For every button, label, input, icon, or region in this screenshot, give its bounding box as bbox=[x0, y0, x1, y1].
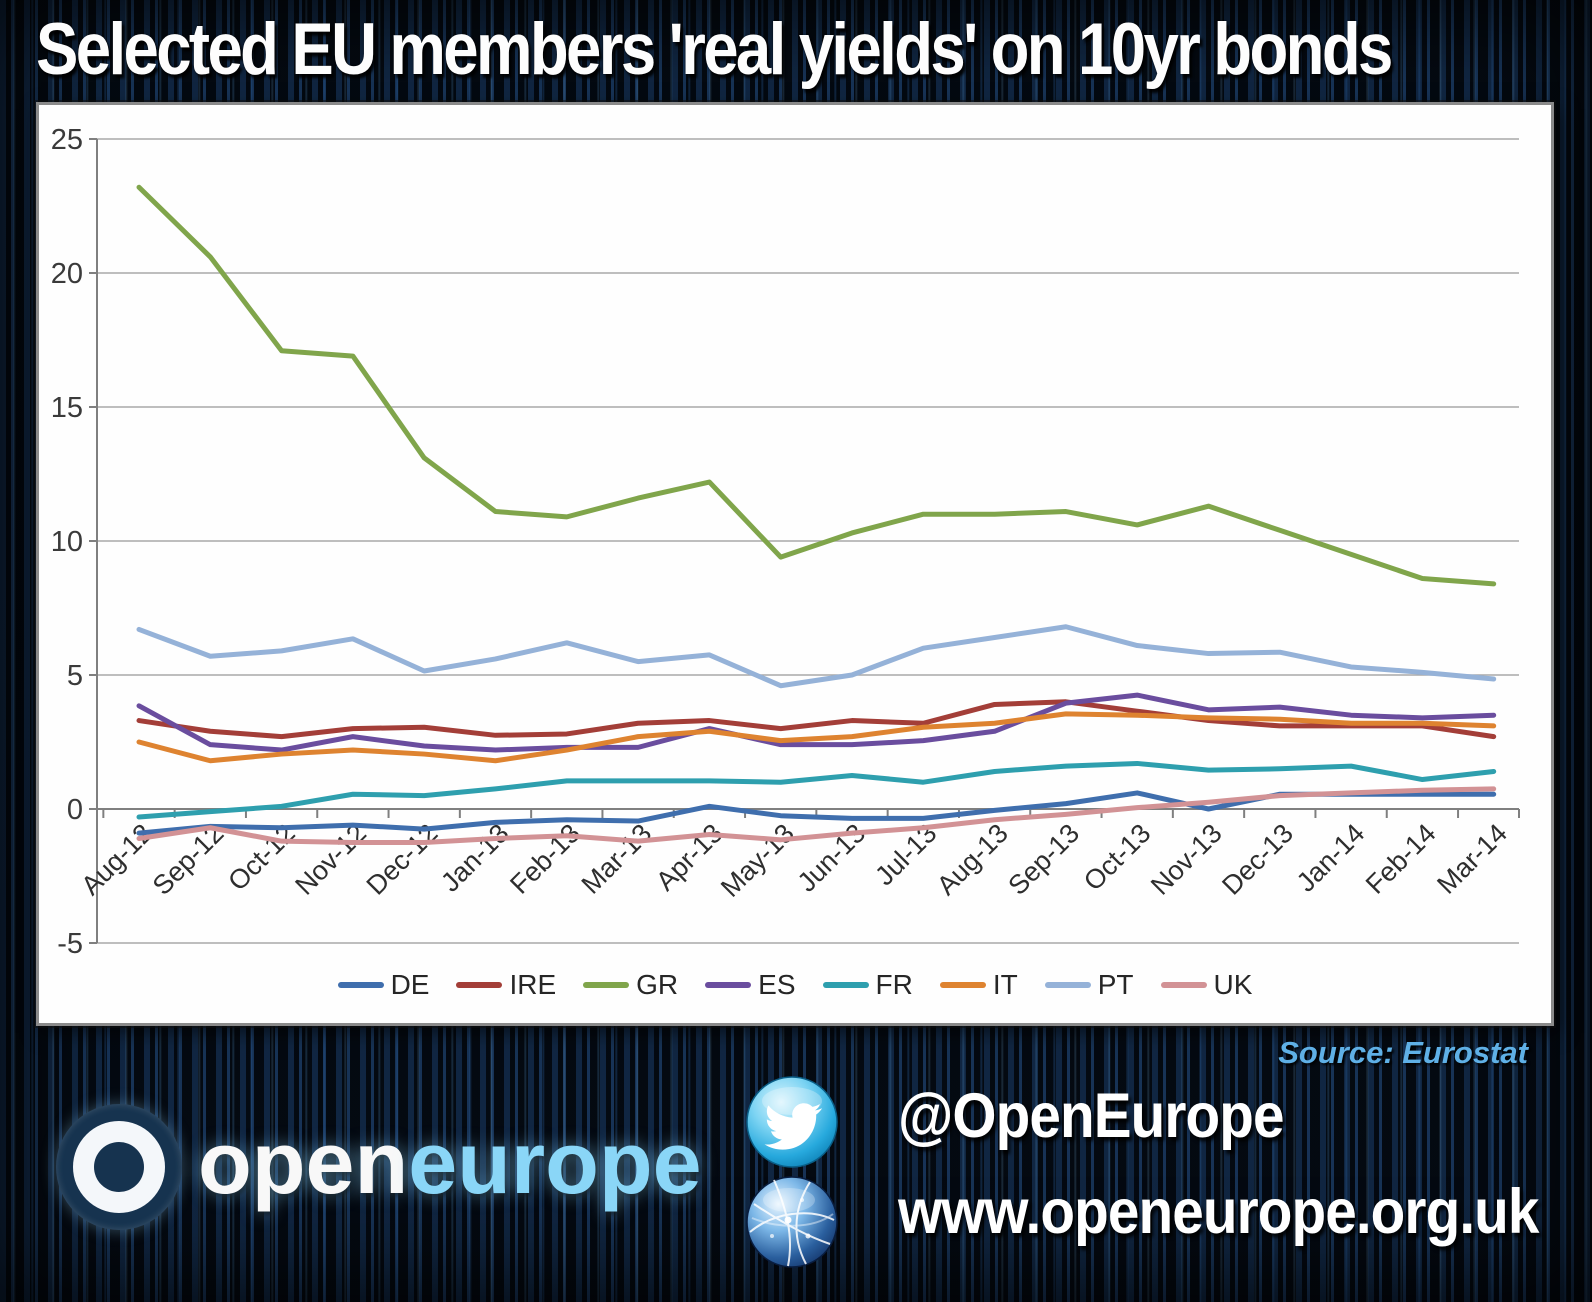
legend-swatch-PT bbox=[1044, 982, 1091, 988]
legend-swatch-IRE bbox=[456, 982, 503, 988]
series-line-PT bbox=[136, 624, 1497, 689]
x-axis-label: Nov-12 bbox=[289, 818, 372, 901]
series-line-IRE bbox=[136, 699, 1497, 740]
chart-svg: 2520151050-5Aug-12Sep-12Oct-12Nov-12Dec-… bbox=[51, 124, 1520, 960]
legend-item-IT: IT bbox=[939, 969, 1018, 1001]
website-url: www.openeurope.org.uk bbox=[898, 1177, 1539, 1247]
legend-label-ES: ES bbox=[758, 969, 796, 1000]
legend-label-UK: UK bbox=[1213, 969, 1253, 1000]
legend-label-FR: FR bbox=[875, 969, 913, 1000]
legend-label-IT: IT bbox=[992, 969, 1018, 1000]
x-axis-label: Sep-13 bbox=[1002, 818, 1085, 901]
x-axis-label: Mar-14 bbox=[1431, 818, 1513, 900]
logo-text-europe: europe bbox=[408, 1113, 702, 1212]
x-axis-label: Jan-14 bbox=[1291, 818, 1371, 898]
legend-swatch-UK bbox=[1160, 982, 1207, 988]
x-axis-label: Feb-14 bbox=[1360, 818, 1442, 900]
series-line-UK bbox=[136, 786, 1497, 845]
y-axis-label: 25 bbox=[51, 124, 83, 156]
chart-panel: 25 20 15 10 5 0 -5 Aug-12 Sep-12 Oct-12 Nov-12 Dec-… bbox=[36, 102, 1554, 1026]
logo-text-open: open bbox=[198, 1113, 409, 1212]
x-axis-label: May-13 bbox=[715, 818, 800, 903]
x-axis-label: Nov-13 bbox=[1145, 818, 1228, 901]
legend-label-GR: GR bbox=[636, 969, 679, 1000]
legend-swatch-ES bbox=[705, 982, 752, 988]
y-axis-label: -5 bbox=[57, 928, 83, 960]
legend-swatch-IT bbox=[939, 982, 986, 988]
series-line-GR bbox=[136, 184, 1497, 587]
page-title: Selected EU members 'real yields' on 10y… bbox=[36, 9, 1393, 90]
twitter-icon bbox=[746, 1076, 838, 1168]
legend-swatch-FR bbox=[822, 982, 869, 988]
source-note: Source: Eurostat bbox=[1278, 1035, 1528, 1070]
legend-item-PT: PT bbox=[1044, 969, 1134, 1001]
series-line-FR bbox=[136, 760, 1497, 820]
x-axis-label: Jan-13 bbox=[435, 818, 515, 898]
y-axis-label: 10 bbox=[51, 526, 83, 558]
x-axis-label: Feb-13 bbox=[504, 818, 586, 900]
legend-label-IRE: IRE bbox=[509, 969, 557, 1000]
logo-wordmark: openeurope bbox=[198, 1112, 702, 1214]
x-axis-label: Dec-13 bbox=[1216, 818, 1299, 901]
legend-label-PT: PT bbox=[1097, 969, 1134, 1000]
legend-item-ES: ES bbox=[705, 969, 796, 1001]
x-axis-label: Mar-13 bbox=[576, 818, 658, 900]
series-line-ES bbox=[136, 692, 1497, 753]
legend-item-GR: GR bbox=[583, 969, 678, 1001]
legend-item-IRE: IRE bbox=[456, 969, 556, 1001]
y-axis-label: 15 bbox=[51, 392, 83, 424]
x-axis-label: Jun-13 bbox=[792, 818, 872, 898]
legend-swatch-GR bbox=[583, 982, 630, 988]
twitter-handle: @OpenEurope bbox=[898, 1081, 1285, 1151]
legend-item-DE: DE bbox=[337, 969, 430, 1001]
series-line-IT bbox=[136, 711, 1497, 764]
legend-item-UK: UK bbox=[1160, 969, 1253, 1001]
logo-ring-inner bbox=[94, 1142, 144, 1192]
legend-label-DE: DE bbox=[390, 969, 430, 1000]
y-axis-label: 0 bbox=[67, 794, 83, 826]
globe-icon bbox=[746, 1176, 838, 1268]
y-axis-label: 20 bbox=[51, 258, 83, 290]
legend: DE IRE GR ES FR IT PT UK bbox=[39, 969, 1551, 1001]
legend-item-FR: FR bbox=[822, 969, 913, 1001]
y-axis-label: 5 bbox=[67, 660, 83, 692]
openeurope-logo-icon bbox=[56, 1104, 182, 1230]
x-axis-label: Aug-13 bbox=[931, 818, 1014, 901]
legend-swatch-DE bbox=[337, 982, 384, 988]
x-axis-label: Oct-13 bbox=[1078, 818, 1157, 897]
